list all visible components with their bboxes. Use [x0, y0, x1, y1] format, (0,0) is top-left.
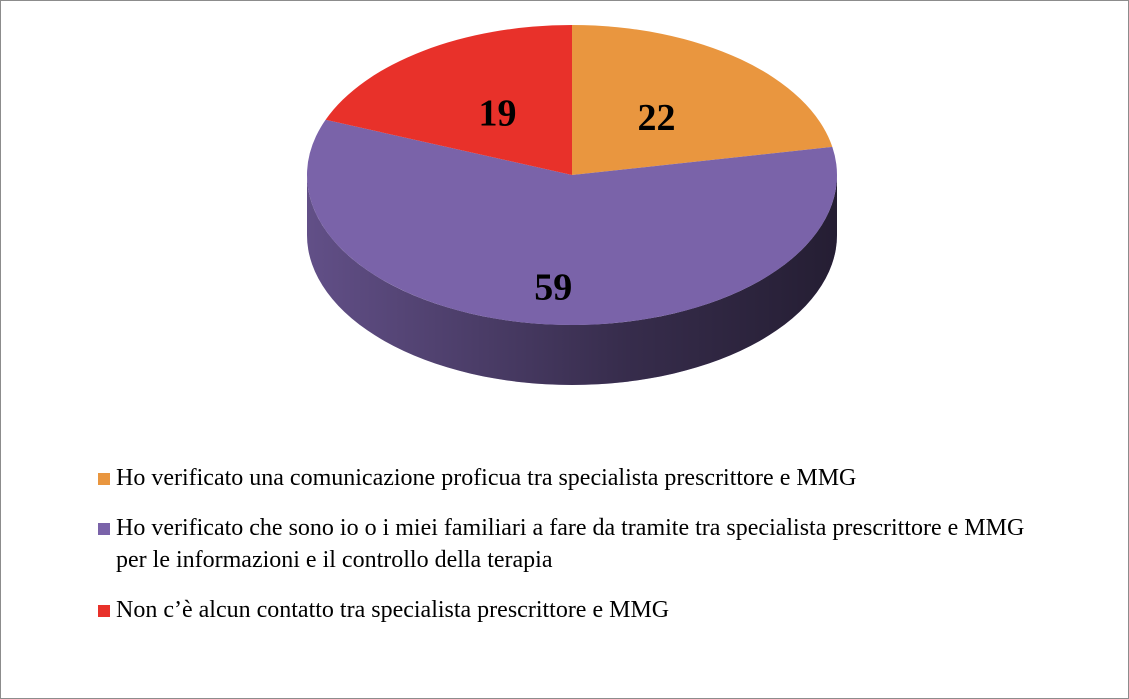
legend-item: Ho verificato una comunicazione proficua… — [98, 462, 1058, 494]
value-label: 22 — [637, 97, 675, 139]
pie-slice — [307, 119, 837, 326]
pie-side-shade — [307, 175, 837, 385]
legend-item: Non c’è alcun contatto tra specialista p… — [98, 594, 1058, 626]
value-label: 59 — [534, 267, 572, 309]
legend-swatch — [98, 605, 110, 617]
legend-swatch — [98, 473, 110, 485]
pie-slice — [572, 25, 833, 175]
legend-label: Ho verificato una comunicazione proficua… — [116, 465, 857, 491]
pie-chart: 22 59 19 — [307, 25, 837, 385]
pie-slice — [325, 25, 572, 175]
legend-swatch — [98, 523, 110, 535]
legend-label: Non c’è alcun contatto tra specialista p… — [116, 597, 670, 623]
legend: Ho verificato una comunicazione proficua… — [98, 462, 1058, 644]
legend-label: Ho verificato che sono io o i miei famil… — [116, 515, 1025, 573]
legend-item: Ho verificato che sono io o i miei famil… — [98, 512, 1058, 576]
value-label: 19 — [479, 93, 517, 135]
